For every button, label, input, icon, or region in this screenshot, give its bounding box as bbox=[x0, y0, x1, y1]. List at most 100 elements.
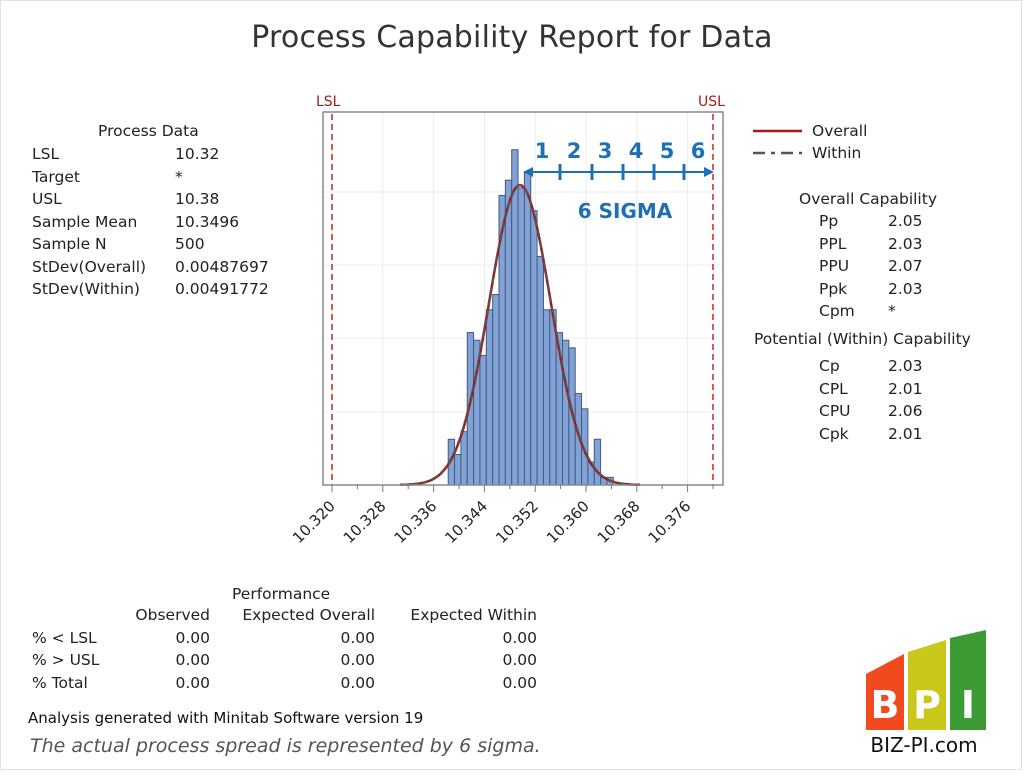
expected-overall-value: 0.00 bbox=[340, 628, 375, 647]
legend-swatches bbox=[753, 129, 802, 155]
within-capability-label: CPL bbox=[819, 379, 848, 398]
histogram-bar bbox=[454, 454, 462, 486]
legend-within: Within bbox=[812, 144, 862, 162]
x-tick-label: 10.352 bbox=[492, 497, 542, 547]
software-note: Analysis generated with Minitab Software… bbox=[28, 709, 424, 727]
histogram-bar bbox=[593, 438, 602, 486]
row-label: % > USL bbox=[32, 651, 100, 670]
sigma-number: 4 bbox=[629, 139, 644, 163]
spec-limit-lines bbox=[331, 114, 714, 485]
histogram-bar bbox=[460, 431, 468, 486]
six-sigma-annotation: 1 2 3 4 5 6 6 SIGMA bbox=[523, 139, 714, 223]
arrow-left-icon bbox=[523, 167, 533, 177]
process-data-heading: Process Data bbox=[98, 122, 199, 140]
logo-letter-b: B bbox=[871, 683, 900, 727]
process-data-value: 10.3496 bbox=[175, 212, 240, 231]
logo-bar-red bbox=[866, 654, 904, 730]
sigma-number: 5 bbox=[660, 139, 675, 163]
process-data-value: * bbox=[175, 167, 183, 186]
overall-capability-label: PPU bbox=[819, 257, 850, 275]
histogram-bars bbox=[447, 149, 614, 486]
overall-capability-value: 2.05 bbox=[888, 212, 923, 230]
within-capability-label: Cp bbox=[819, 357, 840, 375]
sigma-number: 2 bbox=[567, 139, 582, 163]
overall-capability-value: * bbox=[888, 302, 896, 320]
histogram-bar bbox=[479, 354, 487, 486]
histogram-bar bbox=[530, 210, 538, 486]
capability-histogram: 10.320 10.328 10.336 10.344 10.352 10.360 10.3… bbox=[289, 111, 724, 547]
bpi-logo: B P I bbox=[866, 630, 986, 730]
within-capability-value: 2.06 bbox=[888, 402, 923, 420]
x-tick-label: 10.320 bbox=[289, 497, 339, 547]
usl-label: USL bbox=[698, 94, 725, 110]
expected-overall-value: 0.00 bbox=[340, 651, 375, 670]
x-axis: 10.320 10.328 10.336 10.344 10.352 10.360 10.3… bbox=[289, 485, 714, 547]
x-tick-label: 10.368 bbox=[594, 497, 644, 547]
histogram-bar bbox=[549, 309, 557, 486]
report-title: Process Capability Report for Data bbox=[251, 20, 773, 55]
within-capability-label: CPU bbox=[819, 402, 851, 420]
table-row: % > USL 0.00 0.00 0.00 bbox=[32, 649, 537, 672]
within-capability-label: Cpk bbox=[819, 424, 849, 443]
overall-capability-label: PPL bbox=[819, 234, 847, 253]
within-capability-value: 2.01 bbox=[888, 379, 923, 398]
histogram-bar bbox=[504, 179, 513, 486]
table-row: % Total 0.00 0.00 0.00 bbox=[32, 672, 537, 695]
within-capability-value: 2.01 bbox=[888, 424, 923, 443]
process-data-value: 10.38 bbox=[175, 190, 220, 208]
process-data-label: Sample N bbox=[32, 235, 107, 253]
overall-capability-label: Cpm bbox=[819, 302, 855, 320]
process-data-label: LSL bbox=[32, 145, 60, 163]
performance-col-expected-within: Expected Within bbox=[410, 606, 537, 625]
observed-value: 0.00 bbox=[175, 673, 210, 692]
observed-value: 0.00 bbox=[175, 628, 210, 647]
histogram-bar bbox=[536, 255, 544, 486]
performance-col-blank bbox=[32, 604, 122, 627]
process-data-value: 10.32 bbox=[175, 145, 220, 163]
histogram-bar bbox=[523, 172, 532, 486]
overall-capability-heading: Overall Capability bbox=[799, 190, 937, 208]
six-sigma-label: 6 SIGMA bbox=[578, 199, 673, 223]
overall-capability-value: 2.03 bbox=[888, 279, 923, 298]
within-capability-value: 2.03 bbox=[888, 357, 923, 375]
expected-within-value: 0.00 bbox=[502, 628, 537, 647]
process-data-label: StDev(Overall) bbox=[32, 257, 147, 276]
histogram-bar bbox=[542, 309, 551, 486]
logo-letter-i: I bbox=[961, 683, 975, 727]
caption: The actual process spread is represented… bbox=[30, 735, 541, 757]
x-tick-label: 10.360 bbox=[543, 497, 593, 547]
plot-border bbox=[322, 111, 724, 486]
overall-capability-label: Pp bbox=[819, 212, 839, 230]
expected-within-value: 0.00 bbox=[502, 651, 537, 670]
overall-capability-label: Ppk bbox=[819, 279, 848, 298]
process-data-value: 0.00487697 bbox=[175, 257, 269, 276]
arrow-right-icon bbox=[704, 167, 714, 177]
normal-curves bbox=[400, 183, 640, 487]
x-tick-label: 10.344 bbox=[441, 497, 491, 547]
overall-capability-value: 2.07 bbox=[888, 257, 923, 275]
histogram-bar bbox=[511, 149, 519, 486]
x-tick-label: 10.336 bbox=[391, 497, 441, 547]
lsl-label: LSL bbox=[316, 94, 341, 110]
overall-capability-value: 2.03 bbox=[888, 234, 923, 253]
performance-col-observed: Observed bbox=[135, 606, 210, 625]
observed-value: 0.00 bbox=[175, 651, 210, 670]
legend-overall: Overall bbox=[812, 122, 868, 140]
histogram-bar bbox=[562, 339, 570, 486]
performance-col-expected-overall: Expected Overall bbox=[242, 606, 375, 625]
logo-bar-yellow bbox=[908, 640, 946, 730]
sigma-number: 6 bbox=[691, 139, 706, 163]
sigma-number: 1 bbox=[535, 139, 550, 163]
logo-bar-green bbox=[950, 630, 986, 730]
row-label: % < LSL bbox=[32, 628, 97, 647]
expected-within-value: 0.00 bbox=[502, 673, 537, 692]
process-data-value: 500 bbox=[175, 235, 205, 253]
process-data-label: Sample Mean bbox=[32, 212, 138, 231]
histogram-bar bbox=[517, 187, 525, 486]
sigma-number: 3 bbox=[598, 139, 613, 163]
performance-heading: Performance bbox=[232, 585, 331, 603]
process-data-label: StDev(Within) bbox=[32, 280, 140, 298]
performance-header-row: Observed Expected Overall Expected Withi… bbox=[32, 604, 537, 627]
x-tick-label: 10.328 bbox=[340, 497, 390, 547]
